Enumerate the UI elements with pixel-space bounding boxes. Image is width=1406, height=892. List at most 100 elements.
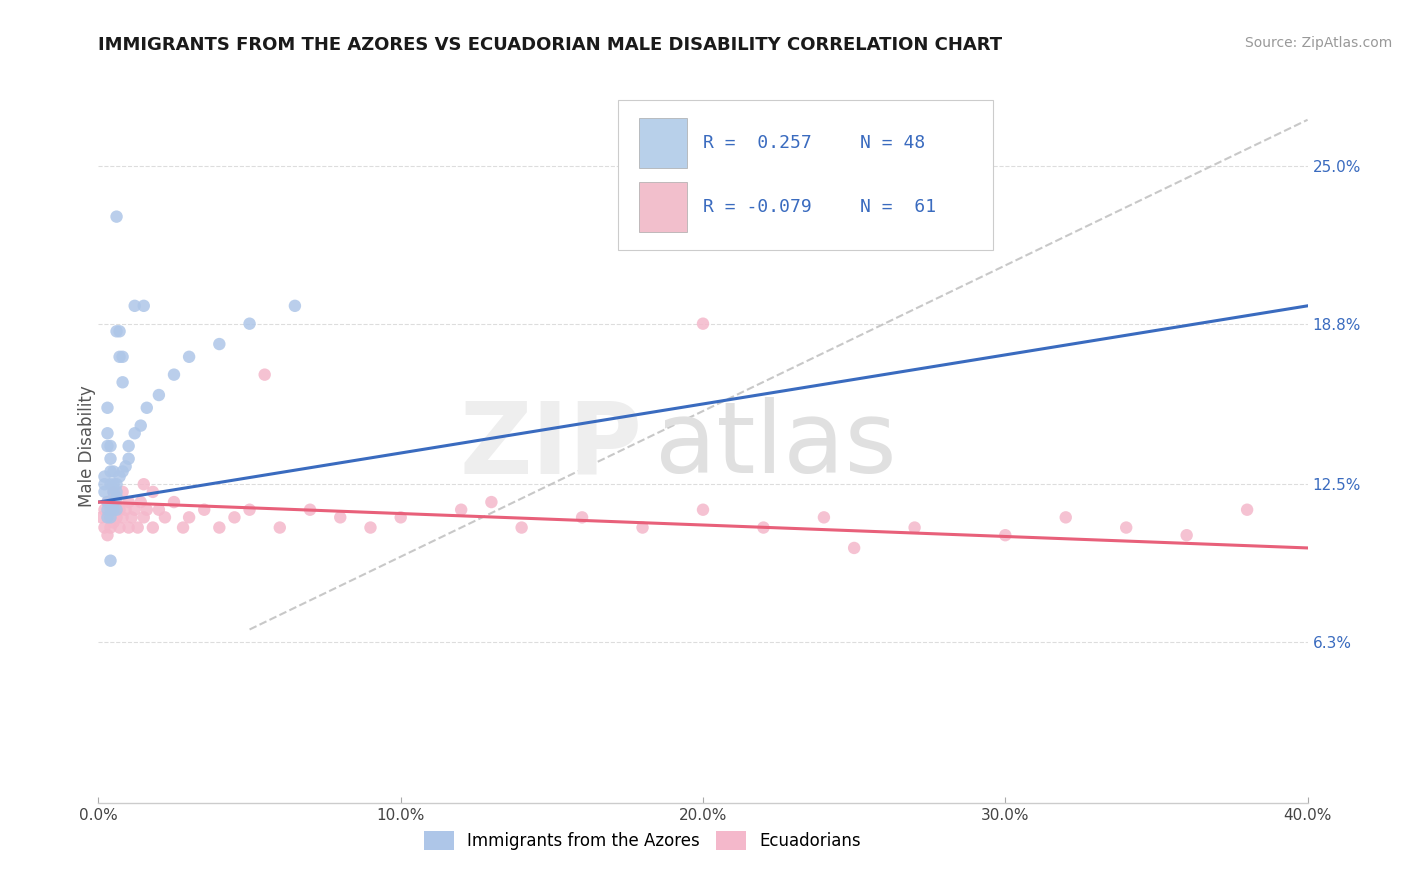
Point — [571, 510, 593, 524]
Point — [153, 510, 176, 524]
FancyBboxPatch shape — [638, 182, 688, 232]
Point — [103, 477, 125, 491]
Point — [132, 510, 155, 524]
Point — [96, 528, 118, 542]
Point — [100, 495, 122, 509]
Point — [142, 520, 165, 534]
Point — [100, 554, 122, 568]
Point — [105, 490, 128, 504]
Point — [124, 299, 146, 313]
Point — [1175, 528, 1198, 542]
Text: N =  61: N = 61 — [860, 198, 936, 216]
Point — [100, 451, 122, 466]
Point — [450, 502, 472, 516]
Point — [96, 502, 118, 516]
Point — [105, 502, 128, 516]
Point — [105, 324, 128, 338]
Y-axis label: Male Disability: Male Disability — [79, 385, 96, 507]
Point — [118, 439, 141, 453]
Point — [692, 502, 714, 516]
Point — [108, 520, 131, 534]
Point — [100, 502, 122, 516]
Point — [111, 350, 134, 364]
Point — [269, 520, 291, 534]
Point — [172, 520, 194, 534]
Point — [1115, 520, 1137, 534]
Point — [108, 350, 131, 364]
Point — [114, 459, 136, 474]
Point — [105, 510, 128, 524]
Point — [163, 495, 186, 509]
Point — [124, 502, 146, 516]
Point — [100, 510, 122, 524]
Point — [100, 439, 122, 453]
Point — [96, 426, 118, 441]
Point — [481, 495, 503, 509]
Legend: Immigrants from the Azores, Ecuadorians: Immigrants from the Azores, Ecuadorians — [415, 822, 870, 859]
Point — [284, 299, 307, 313]
Point — [129, 418, 152, 433]
Point — [752, 520, 775, 534]
Point — [148, 502, 170, 516]
Point — [208, 337, 231, 351]
Point — [179, 510, 201, 524]
Point — [844, 541, 866, 555]
Point — [93, 477, 115, 491]
Point — [93, 502, 115, 516]
Point — [96, 439, 118, 453]
Point — [96, 401, 118, 415]
Point — [124, 426, 146, 441]
Point — [179, 350, 201, 364]
Point — [103, 502, 125, 516]
Point — [299, 502, 322, 516]
Point — [103, 516, 125, 530]
Point — [93, 520, 115, 534]
Text: IMMIGRANTS FROM THE AZORES VS ECUADORIAN MALE DISABILITY CORRELATION CHART: IMMIGRANTS FROM THE AZORES VS ECUADORIAN… — [98, 36, 1002, 54]
Point — [132, 299, 155, 313]
Point — [100, 477, 122, 491]
Text: ZIP: ZIP — [460, 398, 643, 494]
Point — [142, 484, 165, 499]
Point — [96, 495, 118, 509]
Text: N = 48: N = 48 — [860, 134, 925, 152]
Point — [96, 495, 118, 509]
Point — [224, 510, 246, 524]
Point — [239, 502, 262, 516]
Point — [108, 324, 131, 338]
Point — [208, 520, 231, 534]
Point — [103, 484, 125, 499]
Point — [105, 477, 128, 491]
Point — [105, 210, 128, 224]
Point — [111, 484, 134, 499]
Point — [132, 477, 155, 491]
Point — [103, 495, 125, 509]
Point — [163, 368, 186, 382]
Point — [105, 495, 128, 509]
Point — [121, 510, 143, 524]
Point — [253, 368, 276, 382]
Text: R = -0.079: R = -0.079 — [703, 198, 811, 216]
Point — [111, 510, 134, 524]
Point — [148, 388, 170, 402]
Point — [103, 502, 125, 516]
FancyBboxPatch shape — [638, 118, 688, 168]
Point — [103, 484, 125, 499]
Point — [1054, 510, 1077, 524]
Point — [631, 520, 654, 534]
Point — [813, 510, 835, 524]
Point — [93, 484, 115, 499]
Point — [994, 528, 1017, 542]
Point — [129, 495, 152, 509]
Point — [510, 520, 533, 534]
Point — [93, 469, 115, 483]
Point — [90, 510, 112, 524]
Point — [135, 502, 157, 516]
Text: R =  0.257: R = 0.257 — [703, 134, 811, 152]
Point — [118, 520, 141, 534]
Point — [118, 495, 141, 509]
Point — [904, 520, 927, 534]
Point — [118, 451, 141, 466]
FancyBboxPatch shape — [619, 100, 993, 250]
Point — [135, 401, 157, 415]
Point — [239, 317, 262, 331]
